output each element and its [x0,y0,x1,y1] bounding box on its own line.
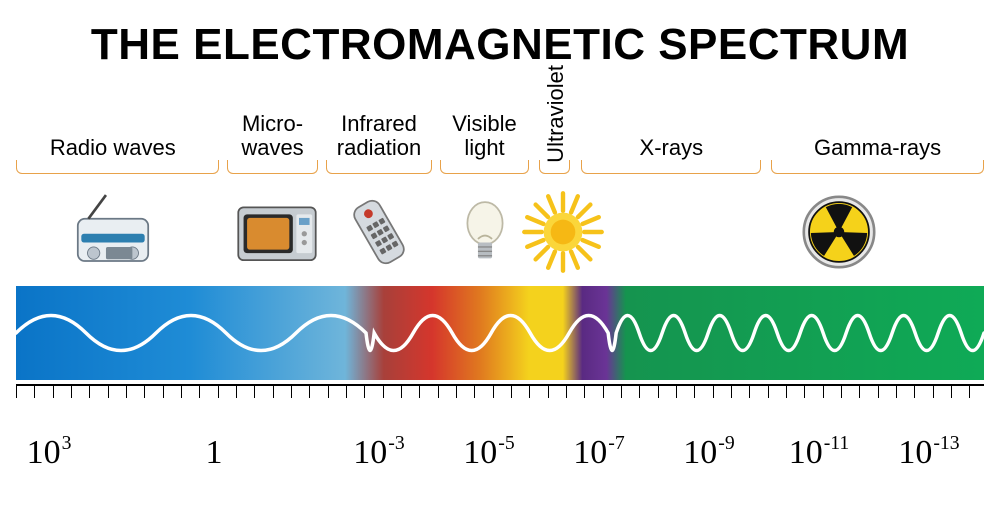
axis-minor-tick [621,384,622,398]
axis-minor-tick [53,384,54,398]
axis-minor-tick [676,384,677,398]
region-brace-microwave [227,160,318,174]
axis-minor-tick [914,384,915,398]
axis-minor-tick [218,384,219,398]
region-label-xray: X-rays [591,136,751,160]
axis-minor-tick [639,384,640,398]
axis-minor-tick [163,384,164,398]
axis-minor-tick [841,384,842,398]
axis-label: 10-7 [573,436,624,470]
region-label-radio: Radio waves [33,136,193,160]
region-brace-gamma [771,160,984,174]
axis-minor-tick [548,384,549,398]
axis-minor-tick [566,384,567,398]
remote-icon [333,186,425,278]
axis-minor-tick [493,384,494,398]
region-brace-uv [539,160,570,174]
axis-minor-tick [291,384,292,398]
axis-label: 10-3 [353,436,404,470]
axis-minor-tick [364,384,365,398]
axis-minor-tick [584,384,585,398]
axis-minor-tick [108,384,109,398]
sun-icon [517,186,609,278]
axis-minor-tick [144,384,145,398]
axis-minor-tick [969,384,970,398]
axis-label: 103 [27,436,72,470]
axis-minor-tick [804,384,805,398]
axis-minor-tick [859,384,860,398]
axis-minor-tick [658,384,659,398]
region-brace-radio [16,160,219,174]
axis-minor-tick [126,384,127,398]
axis-minor-tick [236,384,237,398]
axis-label: 10-11 [789,436,850,470]
microwave-icon [231,186,323,278]
axis-minor-tick [199,384,200,398]
axis-minor-tick [786,384,787,398]
axis-minor-tick [896,384,897,398]
axis-minor-tick [71,384,72,398]
axis-minor-tick [254,384,255,398]
axis-minor-tick [768,384,769,398]
axis-minor-tick [328,384,329,398]
region-brace-xray [581,160,761,174]
axis-minor-tick [419,384,420,398]
axis-minor-tick [511,384,512,398]
region-label-gamma: Gamma-rays [798,136,958,160]
axis-minor-tick [823,384,824,398]
axis-minor-tick [401,384,402,398]
axis-label: 10-9 [683,436,734,470]
axis-labels: 103 1 10-3 10-5 10-7 10-9 10-11 10-13 [0,436,1000,496]
axis-line [16,384,984,386]
axis-minor-tick [749,384,750,398]
axis-minor-tick [878,384,879,398]
axis-minor-tick [951,384,952,398]
axis-minor-tick [713,384,714,398]
spectrum-svg [16,286,984,380]
axis-minor-tick [16,384,17,398]
axis-minor-tick [474,384,475,398]
axis-minor-tick [603,384,604,398]
axis-minor-tick [309,384,310,398]
region-brace-infrared [326,160,432,174]
axis-minor-tick [731,384,732,398]
page-title: THE ELECTROMAGNETIC SPECTRUM [91,20,909,70]
axis-minor-tick [89,384,90,398]
region-label-visible: Visible light [405,112,565,160]
axis-label: 1 [206,436,223,470]
axis-minor-tick [34,384,35,398]
axis-minor-tick [529,384,530,398]
spectrum-bar [16,286,984,380]
region-label-uv: Ultraviolet [544,65,568,163]
axis-minor-tick [346,384,347,398]
axis-label: 10-5 [463,436,514,470]
axis-minor-tick [933,384,934,398]
axis-minor-tick [694,384,695,398]
axis-minor-tick [438,384,439,398]
icons-row [16,186,984,278]
axis-minor-tick [383,384,384,398]
wavelength-axis [16,384,984,424]
radio-icon [67,186,159,278]
radiation-icon [793,186,885,278]
axis-label: 10-13 [898,436,959,470]
axis-minor-tick [456,384,457,398]
axis-minor-tick [181,384,182,398]
region-brace-visible [440,160,529,174]
axis-minor-tick [273,384,274,398]
